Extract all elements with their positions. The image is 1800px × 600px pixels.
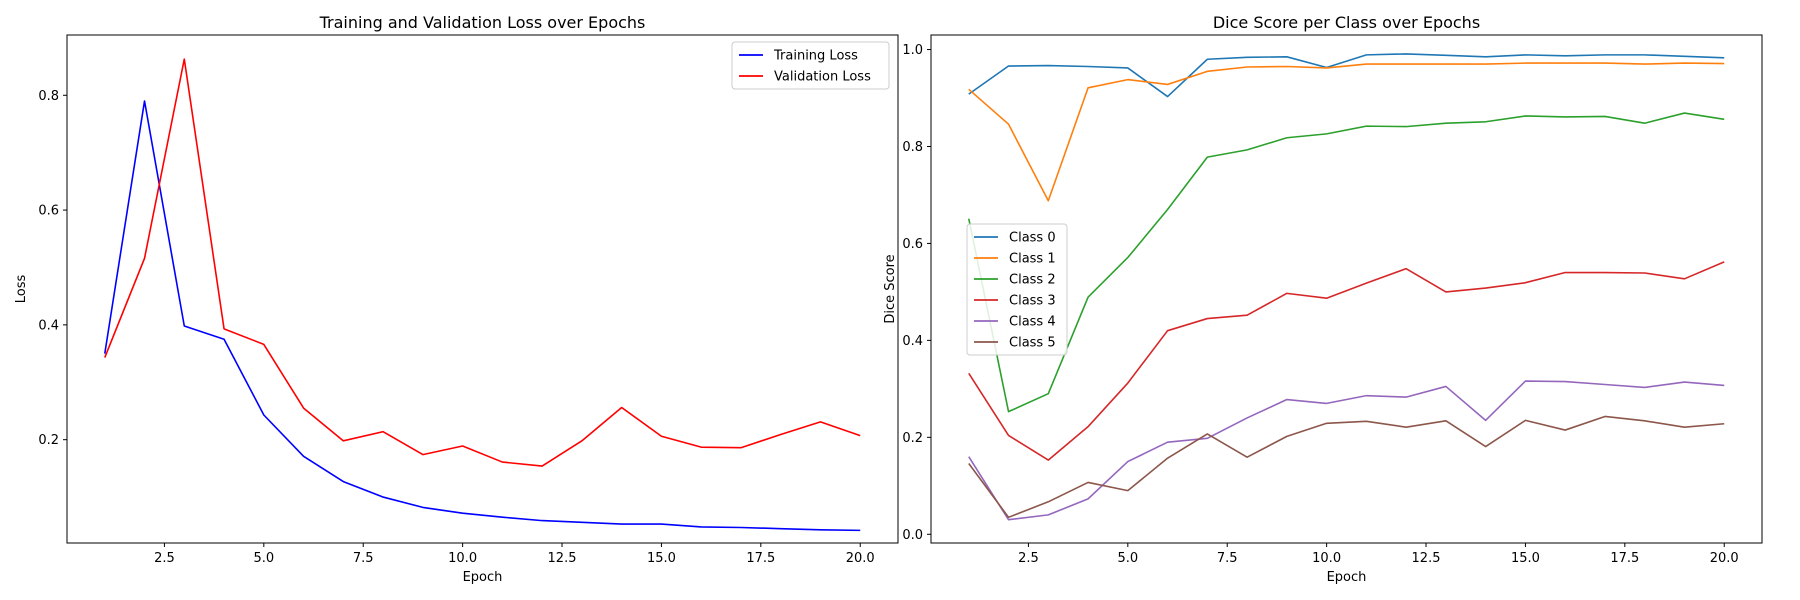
y-tick-label: 0.4 [902,334,923,349]
y-tick-label: 0.8 [902,140,923,155]
series-line-training-loss [103,100,861,532]
chart-panel-1: Dice Score per Class over Epochs 2.5 5.0 7.… [883,13,1763,585]
y-tick-label: 0.8 [38,89,59,104]
series-line-class-0 [968,53,1725,98]
x-tick-label: 15.0 [647,551,676,566]
legend-label: Validation Loss [774,70,871,85]
y-tick-label: 0.6 [902,237,923,252]
y-tick-label: 0.4 [38,318,59,333]
y-tick-label: 0.0 [902,528,923,543]
x-tick-label: 20.0 [1710,551,1739,566]
legend-box [731,41,890,90]
x-tick-label: 2.5 [1018,551,1039,566]
series-line-validation-loss [104,58,861,467]
x-tick-label: 7.5 [353,551,374,566]
x-tick-label: 10.0 [1312,551,1341,566]
plot-frame [930,34,1763,544]
legend-label: Class 3 [1009,294,1056,309]
legend-label: Class 4 [1009,315,1056,330]
legend-label: Class 5 [1009,336,1056,351]
series-line-class-5 [968,415,1725,519]
y-tick-label: 0.2 [38,433,59,448]
x-tick-label: 2.5 [154,551,175,566]
legend-box [966,223,1068,356]
x-tick-label: 17.5 [1610,551,1639,566]
legend-label: Training Loss [773,49,858,64]
legend-label: Class 0 [1009,231,1056,246]
chart-panel-0: Training and Validation Loss over Epochs… [14,13,899,585]
x-tick-label: 5.0 [1117,551,1138,566]
x-tick-label: 17.5 [746,551,775,566]
series-line-class-4 [968,380,1725,521]
x-tick-label: 10.0 [448,551,477,566]
x-tick-label: 15.0 [1511,551,1540,566]
y-axis-label: Loss [14,275,29,304]
series-line-class-1 [968,62,1725,202]
chart-title: Training and Validation Loss over Epochs [319,13,646,32]
x-axis-label: Epoch [463,570,503,585]
y-axis-label: Dice Score [883,254,898,323]
legend-label: Class 2 [1009,273,1056,288]
x-tick-label: 12.5 [548,551,577,566]
x-axis-label: Epoch [1327,570,1367,585]
plot-frame [66,34,899,544]
x-tick-label: 5.0 [253,551,274,566]
legend-label: Class 1 [1009,252,1056,267]
y-tick-label: 0.2 [902,431,923,446]
series-line-class-2 [967,112,1725,413]
legend: Class 0 Class 1 Class 2 Class 3 Class 4 Class… [966,223,1068,356]
x-tick-label: 7.5 [1217,551,1238,566]
x-tick-label: 20.0 [846,551,875,566]
x-tick-label: 12.5 [1412,551,1441,566]
series-line-class-3 [968,261,1725,461]
legend: Training Loss Validation Loss [731,41,890,90]
y-tick-label: 0.6 [38,204,59,219]
y-tick-label: 1.0 [902,43,923,58]
chart-title: Dice Score per Class over Epochs [1213,13,1480,32]
